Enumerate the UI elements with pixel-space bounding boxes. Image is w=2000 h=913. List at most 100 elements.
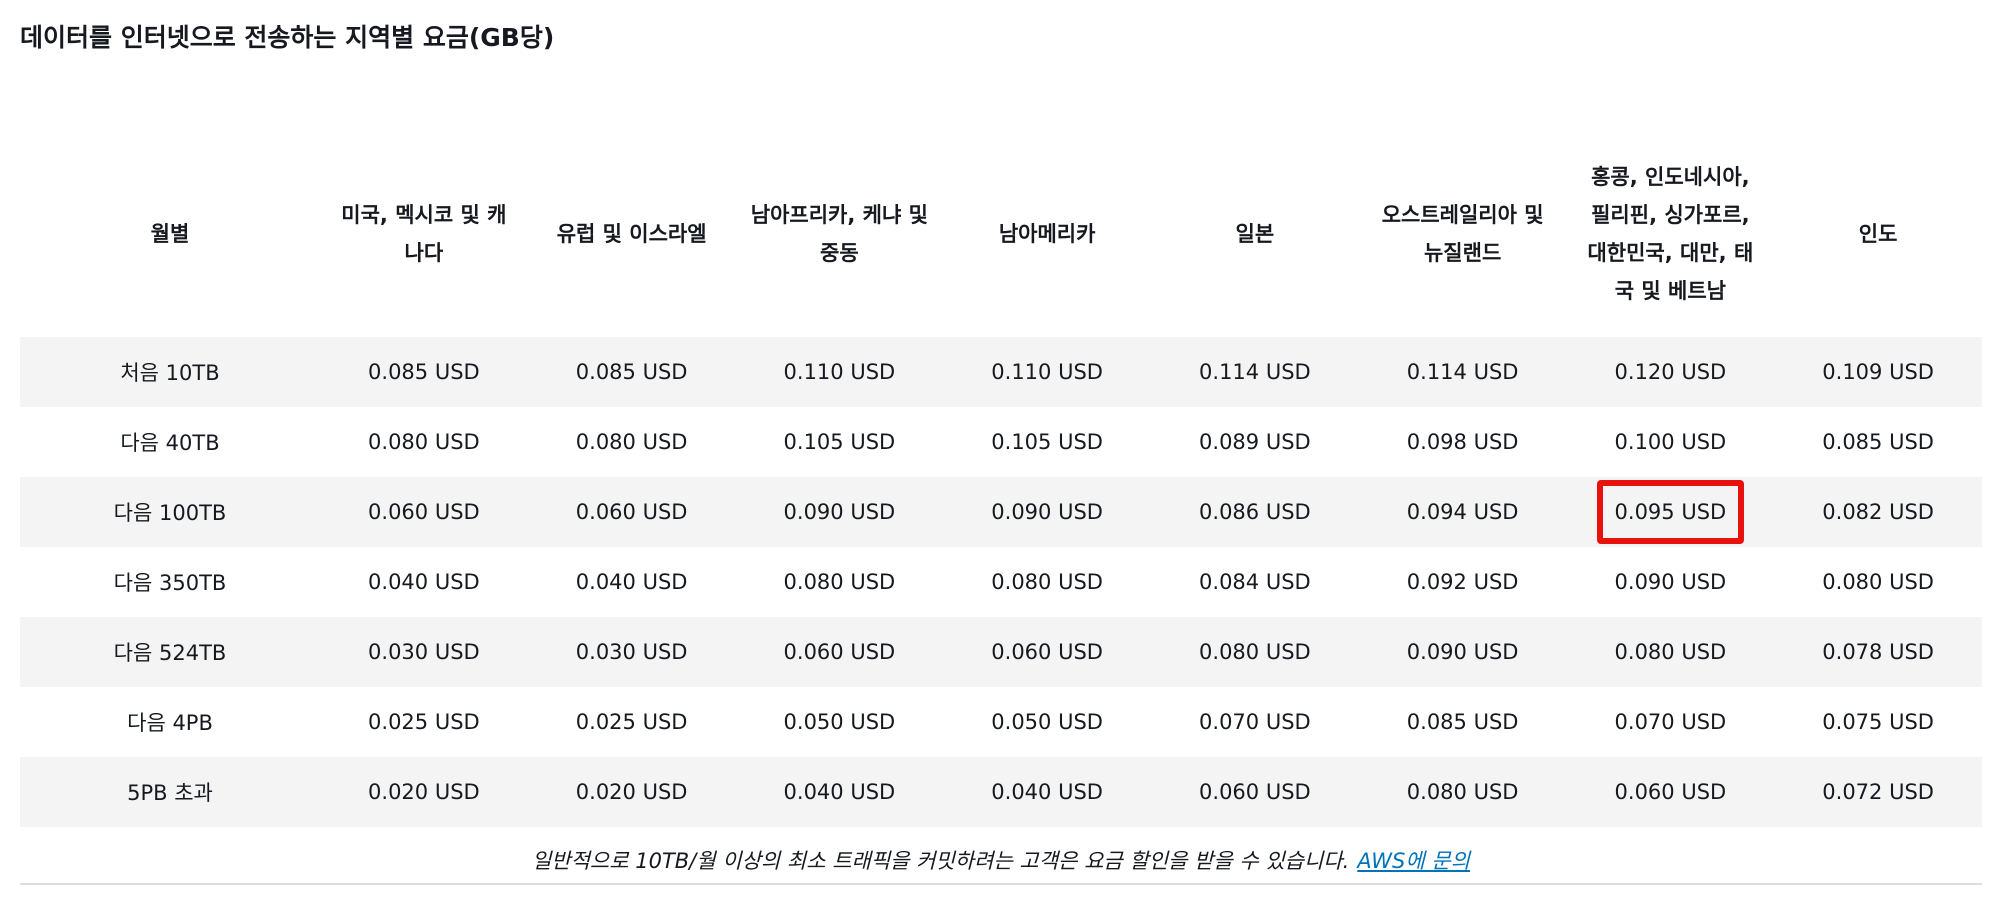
- price-cell: 0.030 USD: [527, 617, 736, 687]
- price-value: 0.082 USD: [1822, 500, 1934, 524]
- header-japan: 일본: [1235, 221, 1275, 246]
- price-value: 0.114 USD: [1406, 360, 1519, 384]
- price-value: 0.090 USD: [783, 500, 896, 524]
- header-europe-israel: 유럽 및 이스라엘: [556, 221, 707, 246]
- price-value: 0.090 USD: [991, 500, 1103, 524]
- price-value: 0.080 USD: [368, 430, 480, 454]
- footnote-text: 일반적으로 10TB/월 이상의 최소 트래픽을 커밋하려는 고객은 요금 할인…: [531, 849, 1350, 873]
- tier-cell: 다음 40TB: [20, 407, 320, 477]
- price-cell: 0.105 USD: [943, 407, 1151, 477]
- price-value: 0.040 USD: [991, 780, 1103, 804]
- price-value: 0.030 USD: [368, 640, 480, 664]
- price-cell: 0.080 USD: [1774, 547, 1982, 617]
- price-value: 0.070 USD: [1199, 710, 1311, 734]
- price-cell: 0.090 USD: [943, 477, 1151, 547]
- tier-cell: 다음 100TB: [20, 477, 320, 547]
- pricing-table: 월별 미국, 멕시코 및 캐나다 유럽 및 이스라엘 남아프리카, 케냐 및 중…: [20, 130, 1982, 893]
- price-value: 0.025 USD: [368, 710, 480, 734]
- price-value: 0.060 USD: [368, 500, 480, 524]
- price-value: 0.060 USD: [783, 640, 896, 664]
- price-cell: 0.084 USD: [1151, 547, 1359, 617]
- bottom-divider: [20, 883, 1982, 885]
- price-cell: 0.060 USD: [1566, 757, 1775, 827]
- price-cell: 0.020 USD: [527, 757, 736, 827]
- price-value: 0.040 USD: [575, 570, 688, 594]
- tier-cell: 처음 10TB: [20, 337, 320, 407]
- price-cell: 0.070 USD: [1151, 687, 1359, 757]
- price-value: 0.114 USD: [1199, 360, 1311, 384]
- price-cell: 0.085 USD: [1358, 687, 1567, 757]
- price-value: 0.080 USD: [1406, 780, 1519, 804]
- price-value: 0.098 USD: [1406, 430, 1519, 454]
- price-cell: 0.075 USD: [1774, 687, 1982, 757]
- price-cell: 0.060 USD: [1151, 757, 1359, 827]
- price-cell: 0.040 USD: [527, 547, 736, 617]
- price-cell: 0.085 USD: [527, 337, 736, 407]
- price-cell: 0.040 USD: [943, 757, 1151, 827]
- table-row: 5PB 초과 0.020 USD 0.020 USD 0.040 USD 0.040 U…: [20, 757, 1982, 827]
- price-value: 0.086 USD: [1199, 500, 1311, 524]
- price-value: 0.070 USD: [1614, 710, 1727, 734]
- price-value: 0.090 USD: [1614, 570, 1727, 594]
- price-value: 0.080 USD: [1199, 640, 1311, 664]
- price-value: 0.092 USD: [1406, 570, 1519, 594]
- price-cell: 0.070 USD: [1566, 687, 1775, 757]
- highlighted-price-value: 0.095 USD: [1596, 480, 1745, 544]
- price-cell: 0.085 USD: [320, 337, 528, 407]
- price-value: 0.110 USD: [783, 360, 896, 384]
- price-cell: 0.110 USD: [735, 337, 944, 407]
- header-month: 월별: [150, 221, 190, 246]
- tier-label: 5PB 초과: [127, 781, 213, 805]
- contact-aws-link[interactable]: AWS에 문의: [1357, 849, 1471, 873]
- price-cell: 0.050 USD: [735, 687, 944, 757]
- tier-label: 다음 524TB: [113, 641, 227, 665]
- table-row: 다음 100TB 0.060 USD 0.060 USD 0.090 USD 0.090…: [20, 477, 1982, 547]
- price-value: 0.020 USD: [575, 780, 688, 804]
- price-cell: 0.094 USD: [1358, 477, 1567, 547]
- price-cell: 0.092 USD: [1358, 547, 1567, 617]
- price-cell: 0.060 USD: [527, 477, 736, 547]
- price-value: 0.050 USD: [991, 710, 1103, 734]
- tier-cell: 다음 350TB: [20, 547, 320, 617]
- price-cell: 0.078 USD: [1774, 617, 1982, 687]
- price-cell: 0.095 USD: [1566, 477, 1775, 547]
- header-south-america: 남아메리카: [998, 221, 1096, 246]
- header-us-mexico-canada: 미국, 멕시코 및 캐나다: [341, 202, 507, 265]
- price-value: 0.110 USD: [991, 360, 1103, 384]
- price-value: 0.080 USD: [783, 570, 896, 594]
- price-value: 0.085 USD: [1406, 710, 1519, 734]
- header-australia-new-zealand: 오스트레일리아 및 뉴질랜드: [1381, 202, 1544, 265]
- price-cell: 0.120 USD: [1566, 337, 1775, 407]
- price-cell: 0.080 USD: [1358, 757, 1567, 827]
- price-cell: 0.085 USD: [1774, 407, 1982, 477]
- price-cell: 0.082 USD: [1774, 477, 1982, 547]
- price-value: 0.090 USD: [1406, 640, 1519, 664]
- price-cell: 0.080 USD: [1151, 617, 1359, 687]
- price-value: 0.089 USD: [1199, 430, 1311, 454]
- price-value: 0.080 USD: [991, 570, 1103, 594]
- price-value: 0.109 USD: [1822, 360, 1934, 384]
- price-value: 0.085 USD: [1822, 430, 1934, 454]
- price-cell: 0.090 USD: [1566, 547, 1775, 617]
- price-value: 0.025 USD: [575, 710, 688, 734]
- price-cell: 0.114 USD: [1151, 337, 1359, 407]
- price-value: 0.105 USD: [783, 430, 896, 454]
- price-value: 0.084 USD: [1199, 570, 1311, 594]
- price-value: 0.100 USD: [1614, 430, 1727, 454]
- price-value: 0.060 USD: [1614, 780, 1727, 804]
- price-value: 0.020 USD: [368, 780, 480, 804]
- price-cell: 0.090 USD: [1358, 617, 1567, 687]
- tier-cell: 다음 524TB: [20, 617, 320, 687]
- header-india: 인도: [1858, 221, 1898, 246]
- price-cell: 0.060 USD: [943, 617, 1151, 687]
- tier-label: 처음 10TB: [120, 361, 220, 385]
- price-cell: 0.060 USD: [320, 477, 528, 547]
- page-title: 데이터를 인터넷으로 전송하는 지역별 요금(GB당): [20, 23, 555, 52]
- price-cell: 0.060 USD: [735, 617, 944, 687]
- tier-label: 다음 100TB: [113, 501, 227, 525]
- price-cell: 0.086 USD: [1151, 477, 1359, 547]
- price-cell: 0.109 USD: [1774, 337, 1982, 407]
- tier-label: 다음 40TB: [120, 431, 220, 455]
- price-value: 0.080 USD: [1822, 570, 1934, 594]
